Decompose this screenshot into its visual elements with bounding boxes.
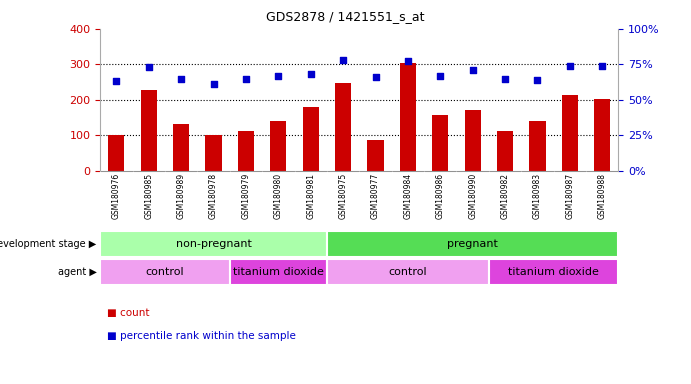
- Bar: [327, 258, 489, 285]
- Bar: [335, 83, 351, 171]
- Bar: [303, 107, 319, 171]
- Text: development stage ▶: development stage ▶: [0, 239, 97, 249]
- Bar: [141, 90, 157, 171]
- Bar: [594, 99, 610, 171]
- Text: GSM180977: GSM180977: [371, 173, 380, 219]
- Bar: [562, 94, 578, 171]
- Text: GSM180980: GSM180980: [274, 173, 283, 219]
- Text: GSM180983: GSM180983: [533, 173, 542, 219]
- Bar: [529, 121, 546, 171]
- Point: [111, 78, 122, 84]
- Point: [240, 75, 252, 81]
- Bar: [238, 131, 254, 171]
- Text: GSM180978: GSM180978: [209, 173, 218, 219]
- Point: [402, 58, 413, 65]
- Bar: [173, 124, 189, 171]
- Bar: [229, 258, 327, 285]
- Point: [597, 63, 608, 69]
- Point: [338, 57, 349, 63]
- Point: [565, 63, 576, 69]
- Point: [143, 64, 154, 70]
- Text: GSM180975: GSM180975: [339, 173, 348, 219]
- Text: ■ percentile rank within the sample: ■ percentile rank within the sample: [107, 331, 296, 341]
- Text: ■ count: ■ count: [107, 308, 150, 318]
- Text: control: control: [388, 267, 427, 277]
- Point: [273, 73, 284, 79]
- Bar: [270, 121, 287, 171]
- Text: GSM180984: GSM180984: [404, 173, 413, 219]
- Text: GSM180985: GSM180985: [144, 173, 153, 219]
- Point: [305, 71, 316, 77]
- Point: [532, 77, 543, 83]
- Text: control: control: [146, 267, 184, 277]
- Point: [370, 74, 381, 80]
- Point: [176, 75, 187, 81]
- Text: GDS2878 / 1421551_s_at: GDS2878 / 1421551_s_at: [266, 10, 425, 23]
- Bar: [327, 231, 618, 258]
- Bar: [100, 231, 327, 258]
- Point: [208, 81, 219, 87]
- Bar: [205, 136, 222, 171]
- Bar: [497, 131, 513, 171]
- Text: pregnant: pregnant: [447, 239, 498, 249]
- Text: titanium dioxide: titanium dioxide: [508, 267, 599, 277]
- Bar: [368, 140, 384, 171]
- Text: GSM180988: GSM180988: [598, 173, 607, 218]
- Bar: [464, 110, 481, 171]
- Point: [435, 73, 446, 79]
- Bar: [100, 258, 229, 285]
- Point: [467, 67, 478, 73]
- Text: titanium dioxide: titanium dioxide: [233, 267, 324, 277]
- Text: non-pregnant: non-pregnant: [176, 239, 252, 249]
- Bar: [108, 136, 124, 171]
- Text: GSM180987: GSM180987: [565, 173, 574, 219]
- Text: GSM180990: GSM180990: [468, 173, 477, 219]
- Text: GSM180982: GSM180982: [500, 173, 509, 218]
- Bar: [400, 63, 416, 171]
- Text: agent ▶: agent ▶: [58, 267, 97, 277]
- Bar: [432, 115, 448, 171]
- Bar: [489, 258, 618, 285]
- Text: GSM180979: GSM180979: [241, 173, 250, 219]
- Text: GSM180976: GSM180976: [112, 173, 121, 219]
- Point: [500, 75, 511, 81]
- Text: GSM180986: GSM180986: [436, 173, 445, 219]
- Text: GSM180981: GSM180981: [306, 173, 315, 218]
- Text: GSM180989: GSM180989: [177, 173, 186, 219]
